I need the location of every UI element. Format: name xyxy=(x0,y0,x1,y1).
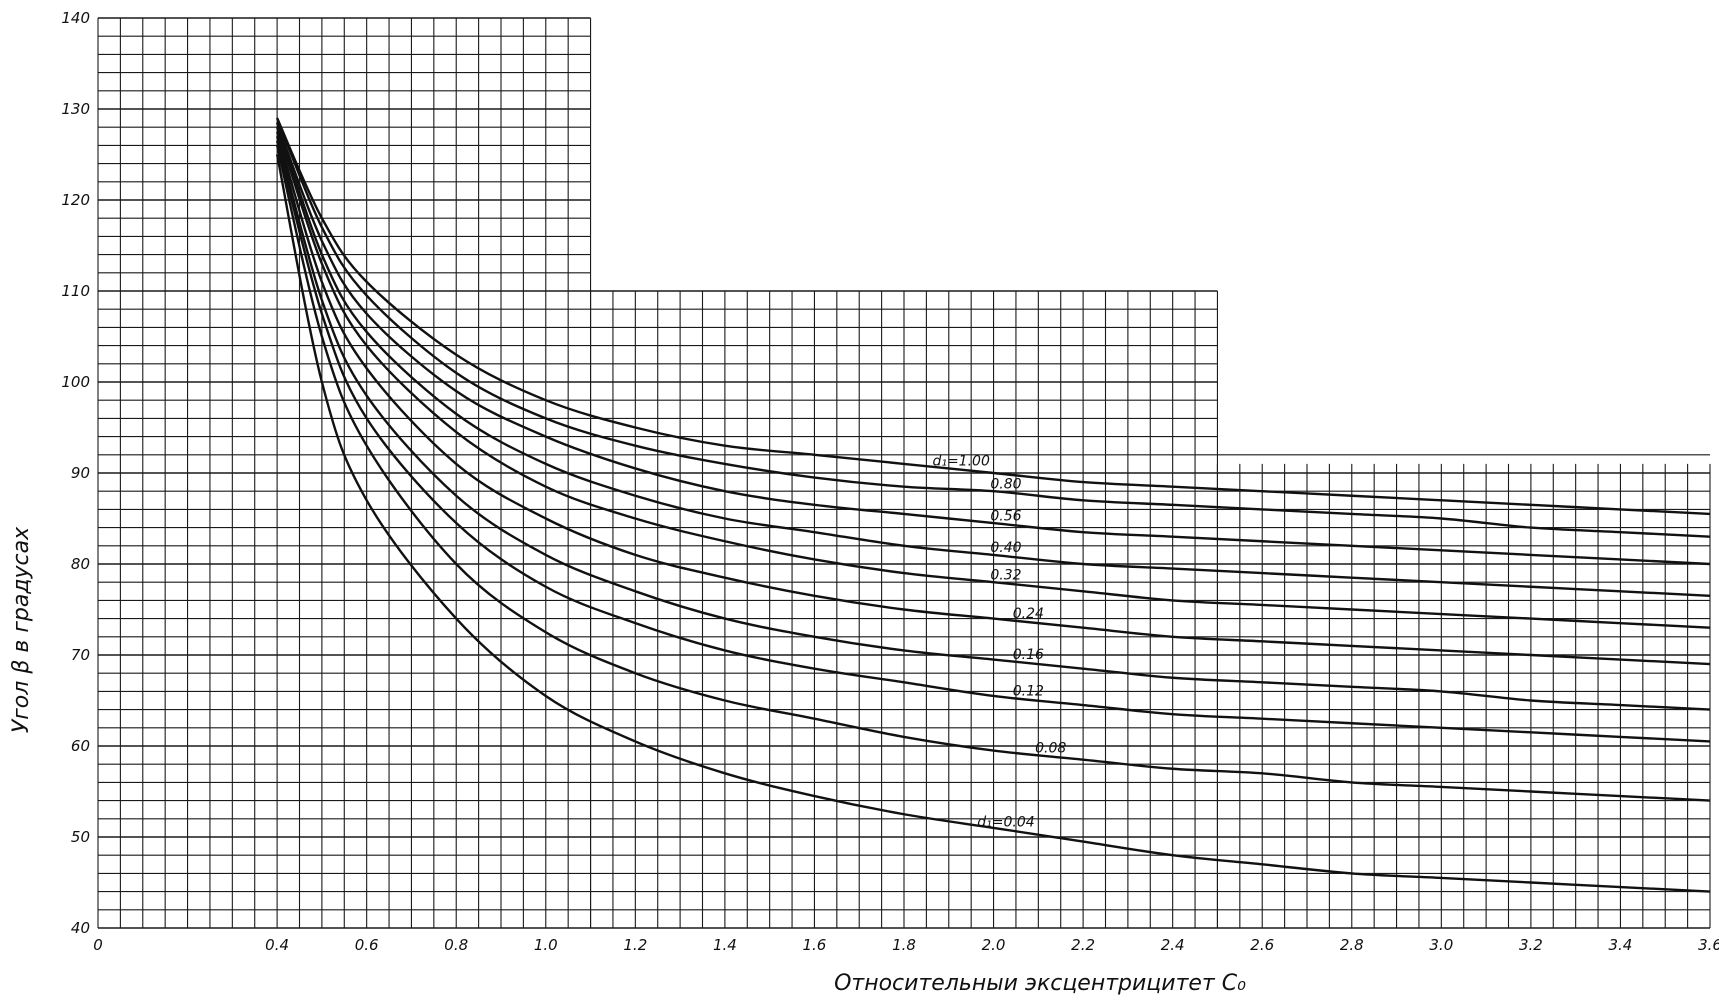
series-line-6 xyxy=(275,135,1711,711)
x-tick-label: 3.2 xyxy=(1519,936,1543,954)
x-tick-label: 0.8 xyxy=(444,936,468,954)
y-tick-label: 130 xyxy=(61,100,90,118)
series-label-4: 0.32 xyxy=(990,567,1021,583)
x-axis-title: Относительныи эксцентрицитет C₀ xyxy=(834,971,1246,996)
y-tick-label: 50 xyxy=(71,828,90,846)
series-line-0 xyxy=(276,117,1711,516)
y-tick-label: 100 xyxy=(61,373,90,391)
y-tick-label: 60 xyxy=(71,737,90,755)
series-label-3: 0.40 xyxy=(990,540,1021,556)
series-line-3 xyxy=(275,122,1711,598)
y-tick-label: 110 xyxy=(61,282,90,300)
series-label-9: d₁=0.04 xyxy=(977,814,1034,830)
series-line-8 xyxy=(275,145,1711,802)
x-tick-label: 3.0 xyxy=(1429,936,1453,954)
series-label-1: 0.80 xyxy=(990,476,1021,492)
x-tick-label: 2.6 xyxy=(1250,936,1274,954)
y-tick-label: 70 xyxy=(71,646,90,664)
y-tick-label: 90 xyxy=(71,464,90,482)
x-tick-label: 1.0 xyxy=(534,936,558,954)
series-line-7 xyxy=(275,140,1711,743)
x-tick-label: 0.6 xyxy=(355,936,379,954)
y-tick-label: 140 xyxy=(61,9,90,27)
x-tick-label: 0.4 xyxy=(265,936,289,954)
x-tick-label: 1.6 xyxy=(803,936,827,954)
series-line-5 xyxy=(275,131,1711,666)
series-label-6: 0.16 xyxy=(1013,647,1044,663)
x-tick-label: 2.4 xyxy=(1161,936,1185,954)
series-label-2: 0.56 xyxy=(990,508,1021,524)
series-line-9 xyxy=(275,154,1711,893)
series-label-0: d₁=1.00 xyxy=(932,454,989,470)
y-tick-label: 40 xyxy=(71,919,90,937)
x-tick-label: 2.0 xyxy=(982,936,1006,954)
series-label-5: 0.24 xyxy=(1013,606,1044,622)
y-axis-title: Угол β в градусах xyxy=(9,526,34,733)
x-tick-label: 0 xyxy=(93,936,103,954)
series-label-8: 0.08 xyxy=(1035,740,1066,756)
x-tick-label: 3.6 xyxy=(1698,936,1719,954)
x-tick-label: 2.2 xyxy=(1071,936,1095,954)
series-line-1 xyxy=(276,117,1711,538)
y-tick-label: 80 xyxy=(71,555,90,573)
y-tick-label: 120 xyxy=(61,191,90,209)
series-label-7: 0.12 xyxy=(1013,684,1044,700)
x-tick-label: 1.8 xyxy=(892,936,916,954)
x-tick-label: 1.2 xyxy=(623,936,647,954)
series-line-4 xyxy=(275,126,1711,629)
x-tick-label: 3.4 xyxy=(1609,936,1633,954)
series-line-2 xyxy=(275,122,1711,566)
x-tick-label: 2.8 xyxy=(1340,936,1364,954)
x-tick-label: 1.4 xyxy=(713,936,737,954)
